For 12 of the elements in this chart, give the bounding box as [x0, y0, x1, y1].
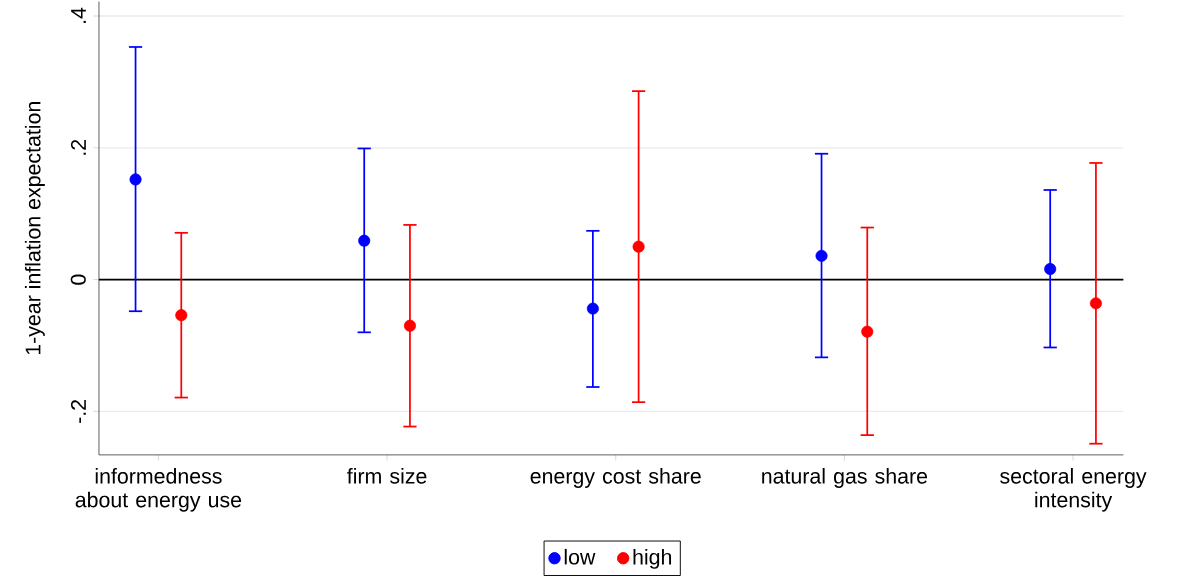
x-tick-label: energy cost share [530, 467, 701, 488]
x-tick-label: natural gas share [762, 467, 928, 488]
y-axis-title: 1-year inflation expectation [24, 102, 45, 355]
x-tick-label: sectoral energy intensity [1000, 467, 1147, 512]
x-tick-label: informedness about energy use [75, 467, 242, 512]
y-tick-label: -.2 [70, 399, 86, 423]
x-tick-label: firm size [347, 467, 427, 484]
legend-label: high [633, 548, 672, 569]
legend-label: low [564, 548, 596, 565]
y-tick-label: .4 [71, 7, 86, 23]
y-tick-label: .2 [70, 139, 86, 155]
y-tick-label: 0 [70, 274, 86, 285]
